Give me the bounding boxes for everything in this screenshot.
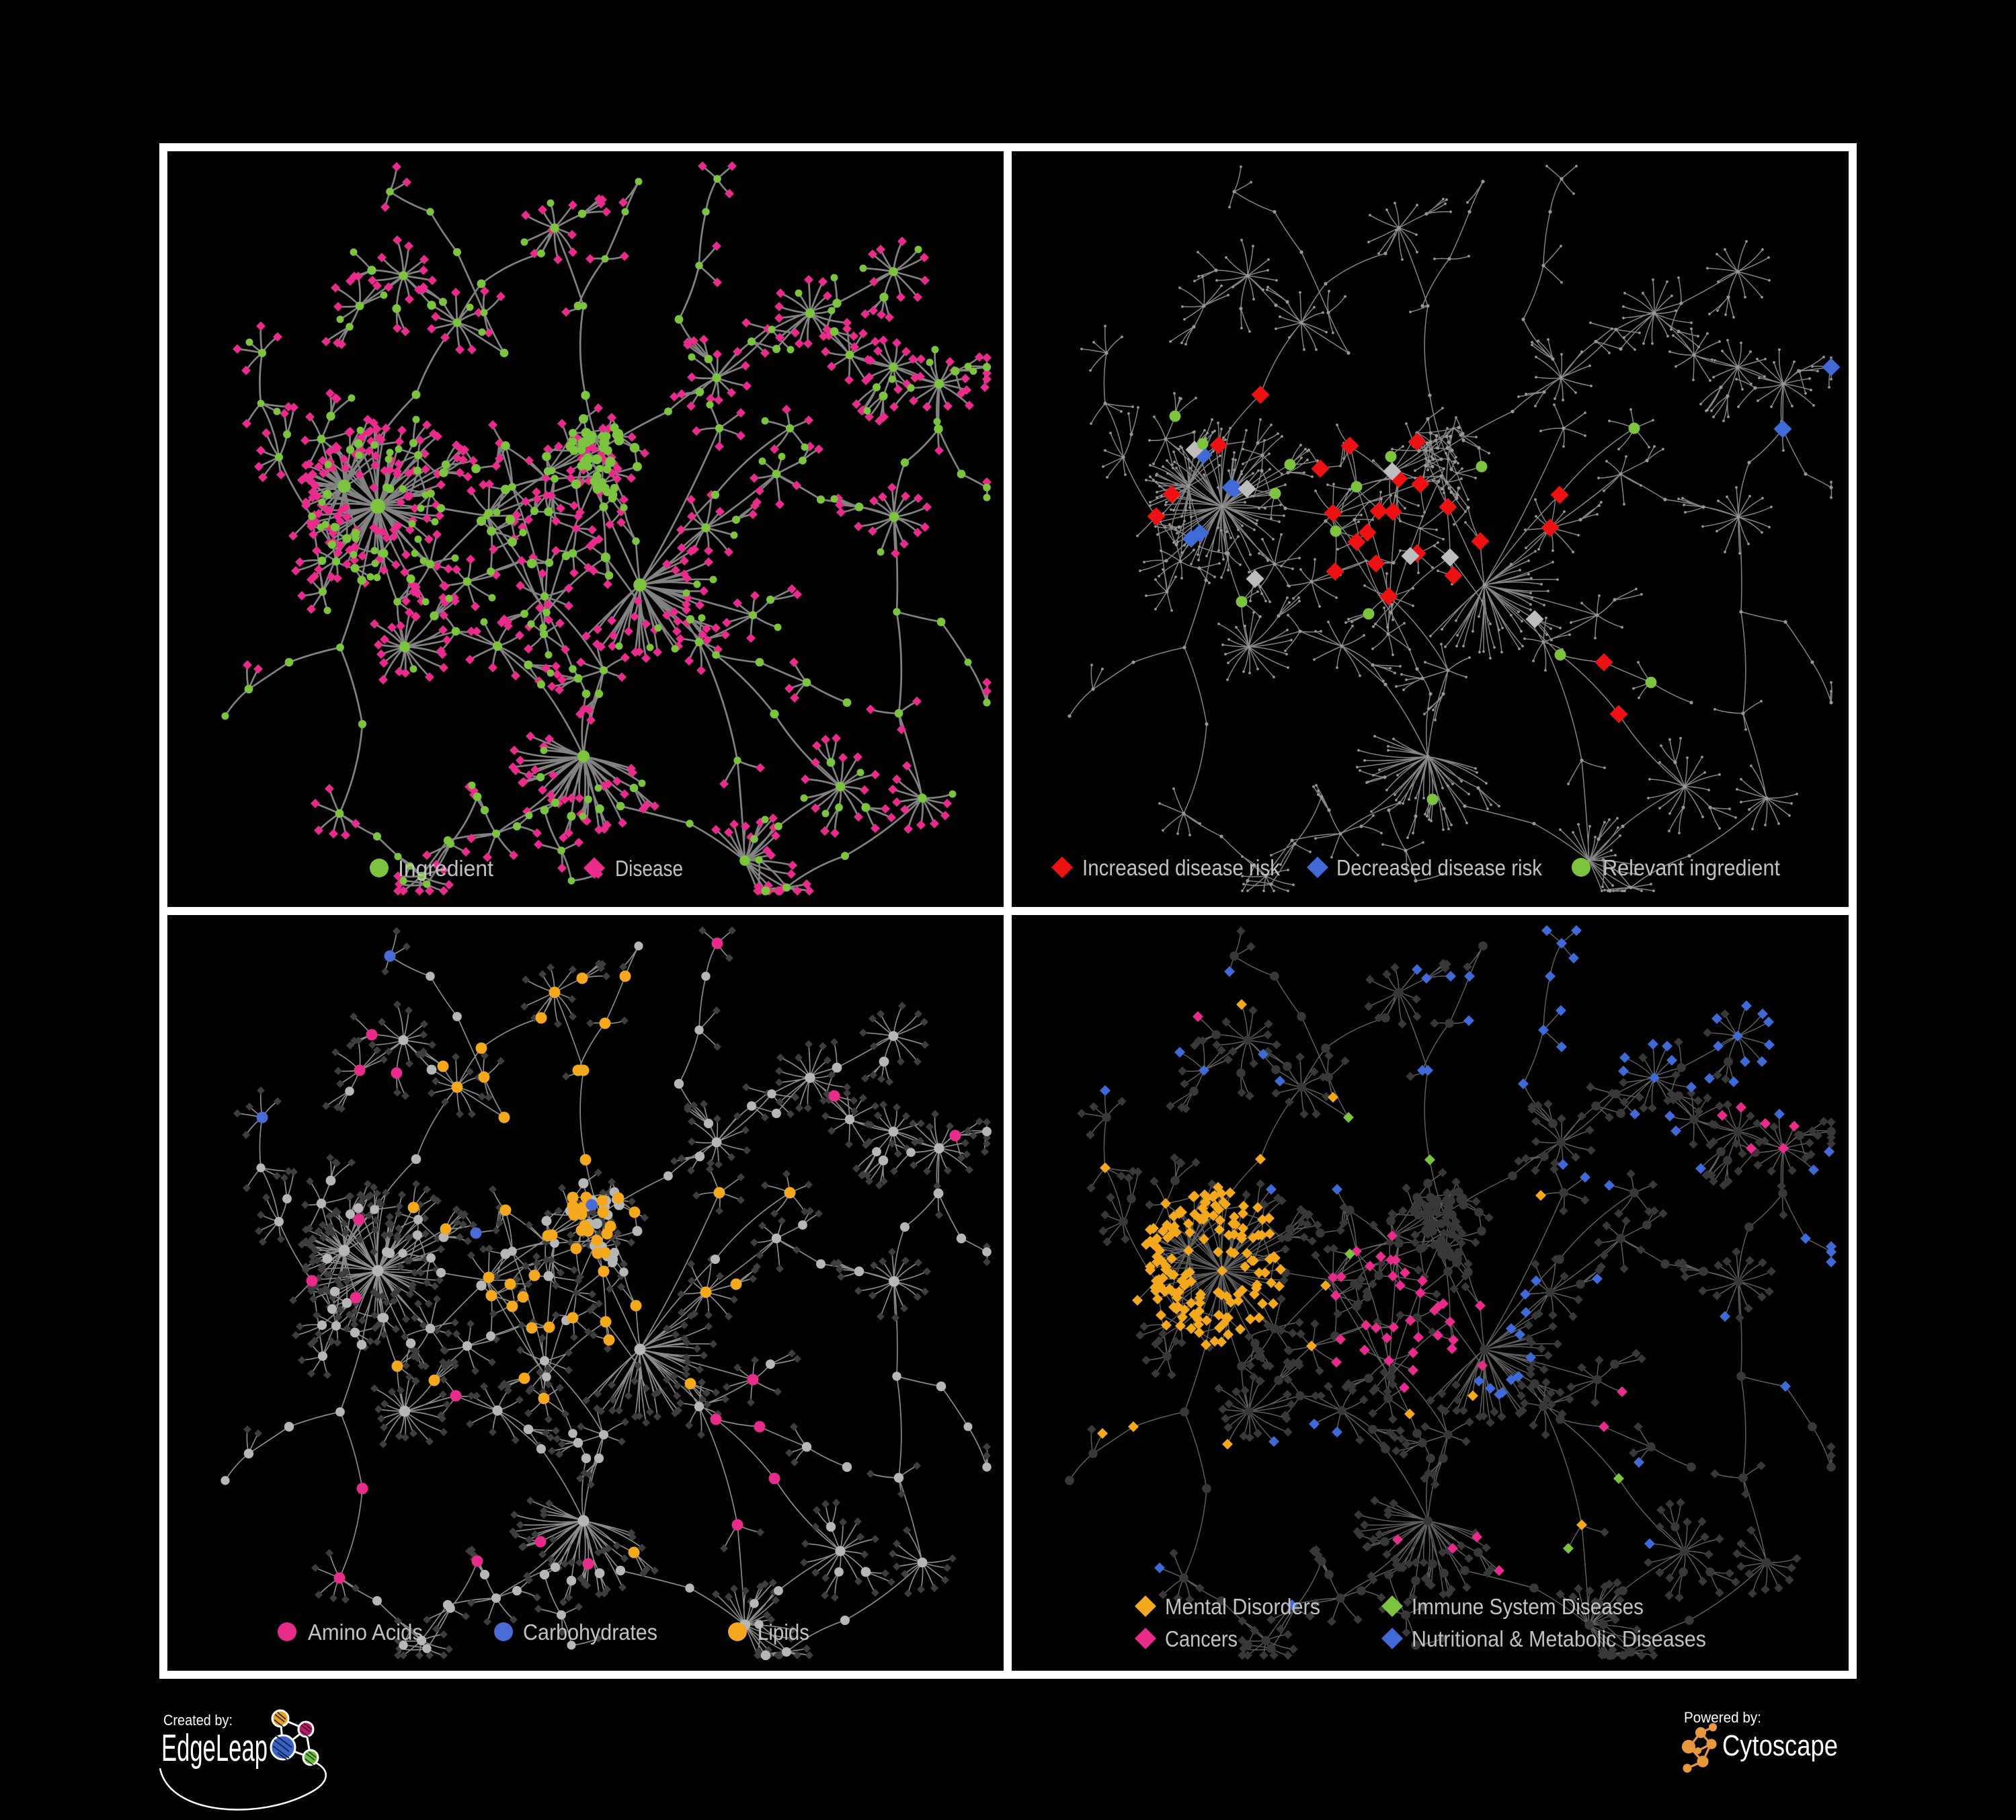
svg-text:Ingredient: Ingredient <box>398 856 493 881</box>
svg-text:Carbohydrates: Carbohydrates <box>523 1620 657 1645</box>
svg-text:Nutritional & Metabolic Diseas: Nutritional & Metabolic Diseases <box>1412 1626 1706 1651</box>
svg-text:Cancers: Cancers <box>1165 1626 1238 1651</box>
svg-text:Disease: Disease <box>615 856 683 881</box>
svg-text:Mental Disorders: Mental Disorders <box>1165 1594 1320 1619</box>
svg-text:Lipids: Lipids <box>758 1620 809 1645</box>
svg-text:EdgeLeap: EdgeLeap <box>161 1727 268 1770</box>
svg-text:Decreased disease risk: Decreased disease risk <box>1336 855 1542 880</box>
svg-text:Created by:: Created by: <box>163 1712 233 1729</box>
svg-text:Powered by:: Powered by: <box>1684 1709 1761 1726</box>
svg-text:Increased disease risk: Increased disease risk <box>1082 855 1280 880</box>
svg-text:Amino Acids: Amino Acids <box>308 1620 423 1645</box>
svg-text:Immune System Diseases: Immune System Diseases <box>1412 1594 1644 1619</box>
svg-text:Cytoscape: Cytoscape <box>1722 1729 1838 1762</box>
svg-text:Relevant ingredient: Relevant ingredient <box>1603 855 1780 880</box>
